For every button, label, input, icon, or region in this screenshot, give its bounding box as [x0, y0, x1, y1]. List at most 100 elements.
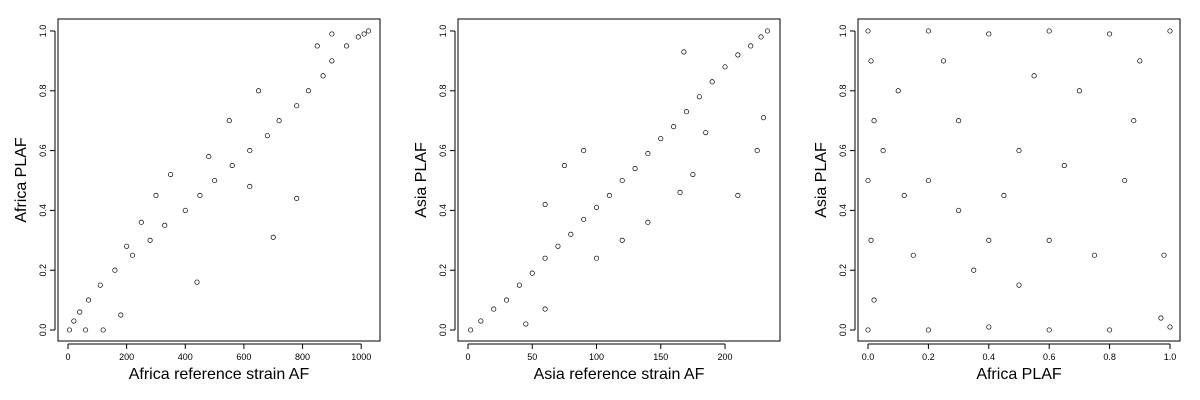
- plot-frame: [857, 18, 1181, 342]
- data-point: [593, 204, 600, 210]
- data-point: [491, 306, 497, 312]
- data-point: [735, 192, 741, 199]
- data-point: [910, 252, 916, 258]
- data-point: [1046, 327, 1052, 333]
- data-point: [1076, 88, 1082, 94]
- data-point: [129, 252, 136, 258]
- plot-frame: [457, 18, 781, 342]
- data-point: [168, 171, 174, 178]
- data-point: [523, 321, 529, 327]
- y-axis-label: Asia PLAF: [813, 142, 830, 218]
- y-tick-label: 1.0: [38, 25, 48, 38]
- data-point: [226, 118, 232, 124]
- data-point: [925, 28, 931, 34]
- x-axis-label: Africa PLAF: [976, 366, 1062, 383]
- data-point: [229, 163, 235, 169]
- data-point: [1001, 192, 1007, 199]
- y-tick-label: 0.6: [38, 144, 48, 157]
- data-point: [71, 318, 77, 324]
- data-point: [83, 327, 89, 333]
- data-point: [703, 130, 709, 136]
- data-point: [294, 103, 300, 109]
- data-point: [124, 243, 130, 249]
- data-point: [696, 94, 702, 100]
- data-point: [247, 183, 253, 190]
- x-tick-label: 1000: [351, 352, 371, 362]
- data-point: [971, 267, 977, 273]
- data-point: [138, 219, 144, 225]
- data-point: [1046, 28, 1052, 34]
- data-point: [478, 318, 484, 324]
- data-point: [329, 31, 335, 37]
- data-point: [1107, 327, 1113, 333]
- data-point: [1031, 73, 1037, 79]
- data-point: [581, 148, 587, 154]
- data-point: [871, 118, 877, 124]
- data-point: [1161, 252, 1167, 258]
- data-point: [247, 148, 253, 154]
- data-point: [542, 255, 548, 261]
- data-points: [66, 28, 372, 333]
- y-tick-label: 0.6: [438, 144, 448, 157]
- data-point: [329, 58, 335, 64]
- data-point: [593, 255, 600, 261]
- data-point: [748, 43, 754, 49]
- x-tick-label: 0: [65, 352, 70, 362]
- data-point: [1122, 177, 1128, 184]
- data-point: [986, 324, 992, 330]
- x-tick-label: 0.2: [922, 352, 935, 362]
- data-point: [355, 34, 361, 40]
- data-point: [77, 309, 83, 315]
- data-point: [264, 133, 270, 139]
- y-tick-label: 0.0: [38, 324, 48, 337]
- data-point: [256, 88, 262, 94]
- data-point: [1016, 148, 1022, 154]
- x-tick-label: 150: [653, 352, 668, 362]
- data-point: [865, 177, 871, 184]
- data-point: [112, 267, 118, 273]
- data-point: [1167, 324, 1173, 330]
- x-tick-label: 0.8: [1103, 352, 1116, 362]
- y-tick-label: 1.0: [838, 25, 848, 38]
- data-point: [925, 177, 931, 184]
- x-tick-label: 600: [236, 352, 251, 362]
- y-tick-label: 0.2: [38, 264, 48, 277]
- data-point: [97, 282, 103, 288]
- data-point: [1137, 58, 1143, 64]
- data-point: [658, 136, 664, 142]
- data-point: [361, 31, 367, 37]
- x-tick-label: 0.4: [983, 352, 996, 362]
- x-tick-label: 100: [589, 352, 604, 362]
- data-point: [1167, 28, 1173, 34]
- data-point: [986, 237, 992, 243]
- data-points: [468, 28, 770, 333]
- data-point: [764, 28, 770, 34]
- x-axis: 0.0 0.2 0.4 0.6 0.8 1.0: [862, 343, 1176, 362]
- x-axis-label: Africa reference strain AF: [129, 366, 310, 383]
- data-point: [735, 52, 741, 58]
- y-tick-label: 0.4: [838, 204, 848, 217]
- data-point: [1158, 315, 1164, 321]
- data-point: [468, 327, 474, 333]
- data-point: [529, 270, 535, 276]
- x-axis: 0 200 400 600 800 1000: [65, 343, 371, 362]
- data-point: [1131, 118, 1137, 124]
- data-point: [343, 43, 350, 49]
- data-point: [868, 237, 874, 243]
- data-point: [619, 237, 625, 243]
- data-point: [100, 327, 106, 333]
- data-point: [606, 192, 612, 199]
- x-tick-label: 400: [178, 352, 193, 362]
- x-tick-label: 0.6: [1043, 352, 1056, 362]
- data-point: [516, 282, 522, 288]
- data-point: [66, 327, 73, 333]
- data-point: [956, 207, 962, 213]
- data-point: [305, 88, 311, 94]
- x-tick-label: 0: [465, 352, 470, 362]
- y-axis: 0.0 0.2 0.4 0.6 0.8 1.0: [838, 25, 856, 336]
- scatter-panel-asia-ref-vs-plaf: 0 50 100 150 200 0.0 0.2 0.4 0.6 0.8 1.0 Asia ref…: [413, 18, 781, 383]
- data-points: [865, 28, 1173, 333]
- data-point: [632, 165, 638, 172]
- x-tick-label: 800: [295, 352, 310, 362]
